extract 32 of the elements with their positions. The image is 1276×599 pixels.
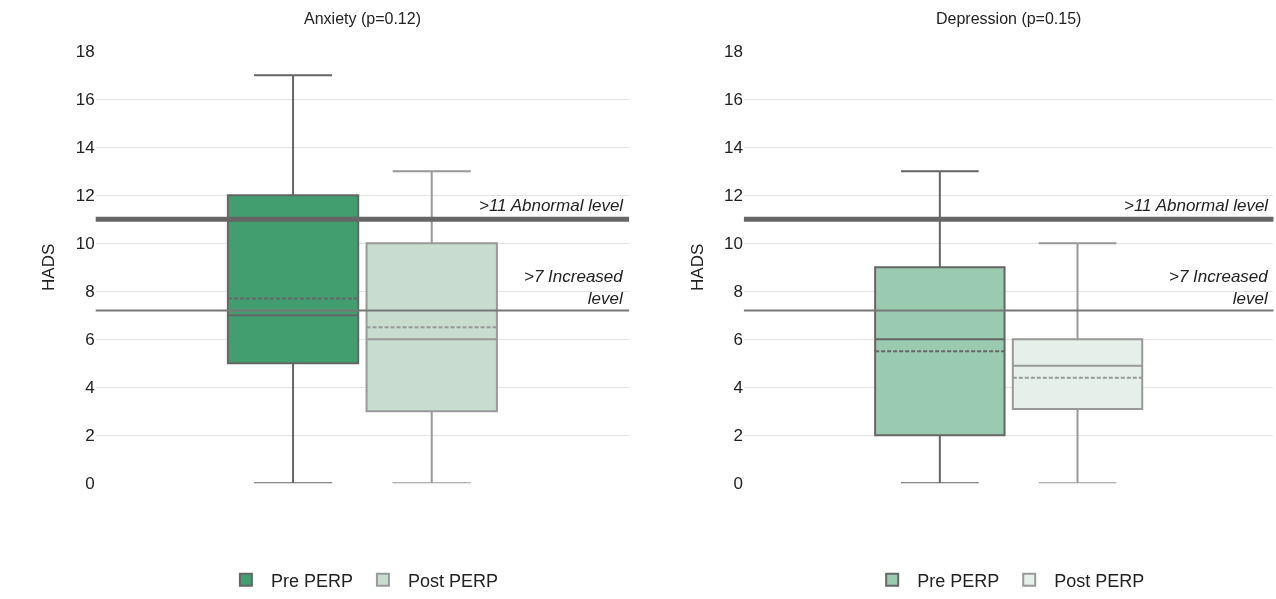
y-axis-title: HADS	[39, 243, 59, 291]
ref-line-label: >7 Increased level	[1169, 267, 1269, 309]
y-tick-label: 16	[723, 90, 743, 110]
y-tick-label: 4	[85, 378, 95, 398]
y-tick-label: 0	[85, 474, 95, 494]
y-tick-label: 10	[723, 234, 743, 254]
legend-label: Pre PERP	[270, 570, 353, 591]
y-tick-label: 18	[723, 42, 743, 62]
y-tick-label: 16	[75, 90, 95, 110]
y-tick-label: 8	[85, 282, 95, 302]
y-tick-label: 2	[85, 426, 95, 446]
legend-label: Post PERP	[407, 570, 498, 591]
y-tick-label: 18	[75, 42, 95, 62]
y-tick-label: 6	[733, 330, 743, 350]
y-tick-label: 2	[733, 426, 743, 446]
y-tick-label: 12	[723, 186, 743, 206]
legend-label: Pre PERP	[917, 570, 1000, 591]
y-tick-label: 12	[75, 186, 95, 206]
legend-label: Post PERP	[1054, 570, 1145, 591]
y-tick-label: 10	[75, 234, 95, 254]
y-tick-label: 14	[723, 138, 743, 158]
y-tick-label: 14	[75, 138, 95, 158]
y-tick-label: 6	[85, 330, 95, 350]
ref-line-label: >11 Abnormal level	[479, 196, 625, 215]
chart-title: Anxiety (p=0.12)	[304, 10, 421, 27]
y-axis-title: HADS	[687, 243, 707, 291]
ref-line-label: >7 Increased level	[524, 267, 624, 309]
y-tick-label: 4	[733, 378, 743, 398]
chart-title: Depression (p=0.15)	[936, 10, 1082, 27]
ref-line-label: >11 Abnormal level	[1124, 196, 1270, 215]
y-tick-label: 8	[733, 282, 743, 302]
y-tick-label: 0	[733, 474, 743, 494]
